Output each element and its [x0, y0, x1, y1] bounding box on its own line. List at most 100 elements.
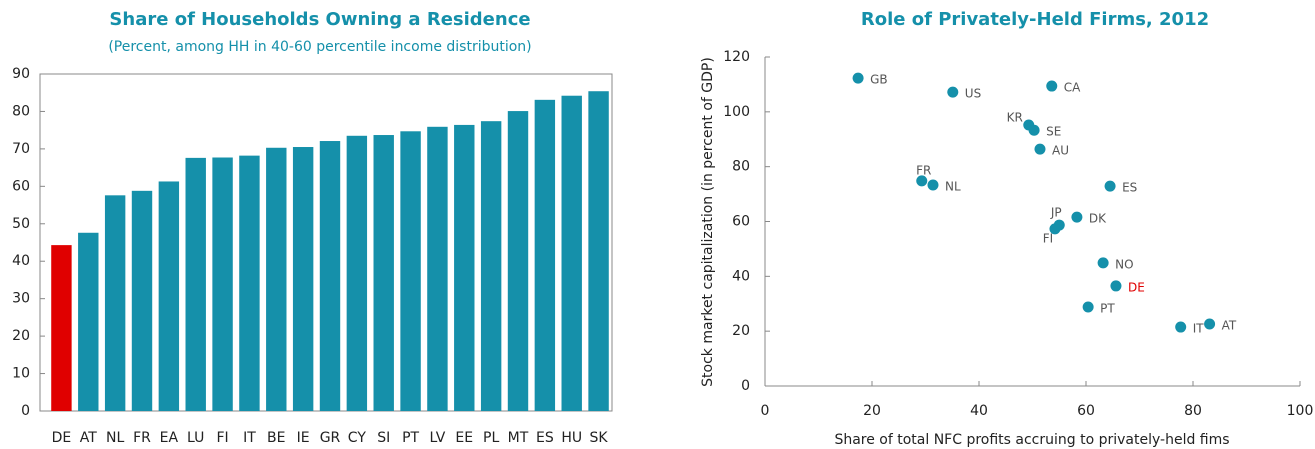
x-tick-label: IT: [243, 430, 256, 446]
point: [1028, 124, 1040, 136]
bar: [266, 147, 287, 411]
point: [916, 175, 928, 187]
point: [1175, 321, 1187, 333]
y-tick-label: 80: [12, 103, 30, 119]
bar: [480, 121, 502, 412]
x-tick-label: EE: [455, 430, 473, 446]
point-label: FI: [1043, 231, 1053, 245]
y-tick-label: 0: [21, 403, 30, 419]
point-label: ES: [1122, 181, 1137, 195]
y-tick-label: 100: [723, 104, 750, 120]
point: [1046, 80, 1058, 92]
bar: [373, 135, 394, 412]
point: [1104, 180, 1116, 192]
x-tick-label: AT: [80, 430, 97, 446]
y-tick-label: 60: [732, 214, 750, 230]
point: [1204, 318, 1216, 330]
y-tick-label: 90: [12, 66, 30, 82]
bar: [185, 157, 206, 411]
x-tick-label: 20: [863, 403, 881, 419]
x-tick-label: LV: [430, 430, 446, 446]
x-tick-label: ES: [536, 430, 554, 446]
point-label: SE: [1046, 125, 1061, 139]
y-tick-label: 50: [12, 216, 30, 232]
bar: [427, 126, 448, 412]
bar: [239, 155, 260, 411]
x-axis-label: Share of total NFC profits accruing to p…: [834, 432, 1229, 448]
x-tick-label: SI: [377, 430, 390, 446]
x-tick-label: 80: [1184, 403, 1202, 419]
point-label: DE: [1128, 280, 1145, 294]
bar: [212, 157, 233, 411]
point-label: IT: [1193, 322, 1205, 336]
x-tick-label: GR: [320, 430, 341, 446]
x-tick-label: 40: [970, 403, 988, 419]
x-tick-label: PL: [483, 430, 499, 446]
point-label: NL: [945, 180, 961, 194]
bar: [104, 195, 126, 411]
x-tick-label: PT: [402, 430, 419, 446]
x-tick-label: FI: [216, 430, 228, 446]
point-label: JP: [1050, 206, 1062, 220]
point: [1097, 257, 1109, 269]
point: [1082, 301, 1094, 313]
y-tick-label: 40: [12, 253, 30, 269]
point-label: NO: [1115, 257, 1133, 271]
x-tick-label: 0: [761, 403, 770, 419]
bar: [454, 124, 475, 412]
bar: [51, 245, 72, 411]
bar: [319, 141, 341, 411]
point-label: AU: [1052, 144, 1069, 158]
bar: [131, 190, 153, 411]
point-label: AT: [1222, 319, 1237, 333]
y-tick-label: 20: [12, 328, 30, 344]
chart-subtitle: (Percent, among HH in 40-60 percentile i…: [108, 39, 531, 55]
point-label: US: [965, 87, 981, 101]
y-tick-label: 80: [732, 159, 750, 175]
point: [927, 179, 939, 191]
x-tick-label: FR: [133, 430, 151, 446]
point: [1110, 280, 1122, 292]
y-tick-label: 20: [732, 323, 750, 339]
bar: [561, 95, 582, 412]
point-label: CA: [1064, 81, 1081, 95]
bar: [158, 181, 180, 411]
y-tick-label: 0: [741, 378, 750, 394]
chart-title: Share of Households Owning a Residence: [109, 9, 530, 30]
x-tick-label: NL: [106, 430, 124, 446]
y-axis-label: Stock market capitalization (in percent …: [700, 57, 716, 387]
bar: [346, 135, 368, 412]
point: [1071, 211, 1083, 223]
x-tick-label: LU: [187, 430, 204, 446]
chart-title: Role of Privately-Held Firms, 2012: [861, 9, 1209, 30]
x-tick-label: SK: [590, 430, 609, 446]
y-tick-label: 120: [723, 49, 750, 65]
x-tick-label: IE: [297, 430, 310, 446]
bar: [400, 131, 421, 412]
point: [1049, 223, 1061, 235]
bar: [588, 91, 609, 412]
bar: [78, 232, 99, 411]
x-tick-label: HU: [561, 430, 582, 446]
x-tick-label: 100: [1287, 403, 1314, 419]
x-tick-label: 60: [1077, 403, 1095, 419]
x-tick-label: BE: [267, 430, 285, 446]
x-tick-label: DE: [52, 430, 72, 446]
bar: [507, 111, 529, 411]
bar: [534, 99, 556, 411]
x-tick-label: MT: [508, 430, 529, 446]
point-label: PT: [1100, 302, 1115, 316]
point: [852, 72, 864, 84]
y-tick-label: 30: [12, 291, 30, 307]
bar: [292, 147, 314, 411]
y-tick-label: 70: [12, 141, 30, 157]
point-label: FR: [916, 163, 931, 177]
x-tick-label: CY: [348, 430, 367, 446]
point-label: KR: [1007, 110, 1023, 124]
point-label: DK: [1089, 212, 1107, 226]
y-tick-label: 10: [12, 366, 30, 382]
point: [1034, 143, 1046, 155]
point: [947, 86, 959, 98]
y-tick-label: 40: [732, 268, 750, 284]
